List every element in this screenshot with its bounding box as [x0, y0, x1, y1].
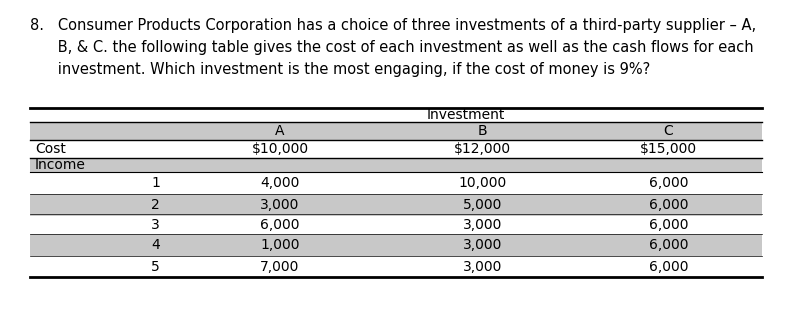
Text: A: A [276, 124, 285, 138]
Text: 6,000: 6,000 [649, 260, 688, 274]
Text: $12,000: $12,000 [454, 142, 511, 156]
Text: B, & C. the following table gives the cost of each investment as well as the cas: B, & C. the following table gives the co… [30, 40, 754, 55]
Bar [30, 234, 762, 256]
Text: Investment: Investment [427, 108, 505, 122]
Text: 10,000: 10,000 [459, 176, 507, 190]
Text: B: B [478, 124, 487, 138]
Bar [30, 158, 762, 172]
Text: 6,000: 6,000 [649, 176, 688, 190]
Text: 3,000: 3,000 [463, 238, 502, 252]
Bar [30, 194, 762, 216]
Text: $10,000: $10,000 [251, 142, 309, 156]
Text: $15,000: $15,000 [640, 142, 697, 156]
Text: 1,000: 1,000 [261, 238, 299, 252]
Text: 1: 1 [151, 176, 160, 190]
Text: 8.   Consumer Products Corporation has a choice of three investments of a third-: 8. Consumer Products Corporation has a c… [30, 18, 756, 33]
Text: 4: 4 [151, 238, 160, 252]
Text: 3: 3 [151, 218, 160, 232]
Text: Income: Income [35, 158, 86, 172]
Text: 7,000: 7,000 [261, 260, 299, 274]
Text: Cost: Cost [35, 142, 66, 156]
Text: 6,000: 6,000 [649, 238, 688, 252]
Text: 3,000: 3,000 [261, 198, 299, 212]
Text: 6,000: 6,000 [261, 218, 299, 232]
Text: C: C [664, 124, 673, 138]
Bar [30, 122, 762, 140]
Text: 6,000: 6,000 [649, 198, 688, 212]
Text: 6,000: 6,000 [649, 218, 688, 232]
Text: 2: 2 [151, 198, 160, 212]
Text: 4,000: 4,000 [261, 176, 299, 190]
Text: 5,000: 5,000 [463, 198, 502, 212]
Text: 3,000: 3,000 [463, 260, 502, 274]
Text: 5: 5 [151, 260, 160, 274]
Text: 3,000: 3,000 [463, 218, 502, 232]
Text: investment. Which investment is the most engaging, if the cost of money is 9%?: investment. Which investment is the most… [30, 62, 650, 77]
